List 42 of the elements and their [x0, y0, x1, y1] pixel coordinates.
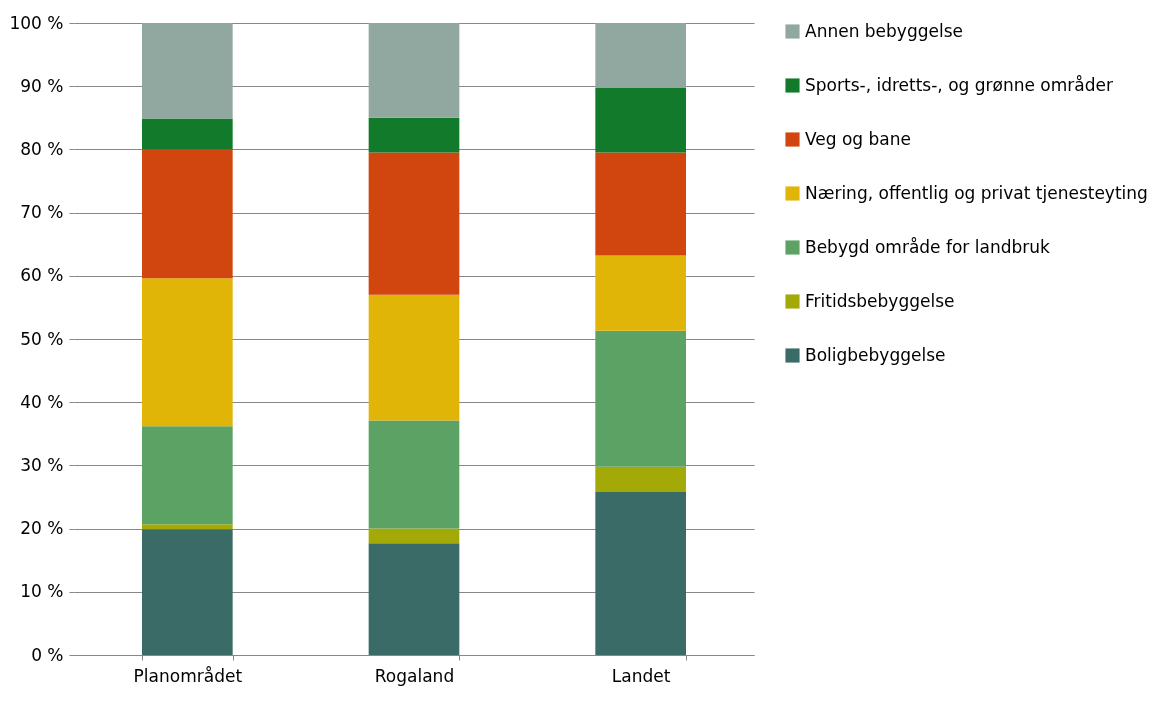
x-tick-label: Rogaland [374, 665, 455, 686]
bar [595, 88, 686, 153]
y-tick-label: 80 % [20, 138, 64, 159]
bar [595, 255, 686, 331]
bar [142, 524, 233, 530]
bar [595, 466, 686, 492]
y-tick-label: 40 % [20, 391, 64, 412]
legend-label: Sports-, idretts-, og grønne områder [805, 74, 1113, 95]
bar [368, 23, 460, 118]
y-tick-label: 0 % [31, 644, 64, 665]
x-tick-label: Landet [611, 665, 671, 686]
bar [142, 278, 233, 427]
bar [368, 420, 460, 529]
legend-label: Annen bebyggelse [805, 20, 963, 41]
bar [595, 491, 686, 655]
bar [368, 117, 460, 153]
bar [368, 528, 460, 544]
legend-label: Veg og bane [805, 128, 912, 149]
bar [142, 529, 233, 655]
legend-label: Boligbebyggelse [805, 344, 946, 365]
bar [595, 330, 686, 467]
y-tick-label: 20 % [20, 518, 64, 539]
bar [595, 152, 686, 256]
y-tick-label: 60 % [20, 265, 64, 286]
y-tick-label: 70 % [20, 202, 64, 223]
y-tick-label: 50 % [20, 328, 64, 349]
y-tick-label: 90 % [20, 75, 64, 96]
bar [142, 149, 233, 279]
bar [142, 426, 233, 525]
bar [368, 294, 460, 421]
bar [368, 152, 460, 295]
legend-label: Næring, offentlig og privat tjenesteyting [805, 182, 1148, 203]
bar [142, 118, 233, 150]
y-tick-label: 10 % [20, 581, 64, 602]
legend-label: Fritidsbebyggelse [805, 290, 955, 311]
x-tick-label: Planområdet [133, 665, 243, 686]
legend-label: Bebygd område for landbruk [805, 236, 1051, 257]
bar [142, 23, 233, 119]
bar [368, 543, 460, 655]
y-tick-label: 30 % [20, 454, 64, 475]
y-tick-label: 100 % [9, 12, 64, 33]
bar [595, 23, 686, 89]
